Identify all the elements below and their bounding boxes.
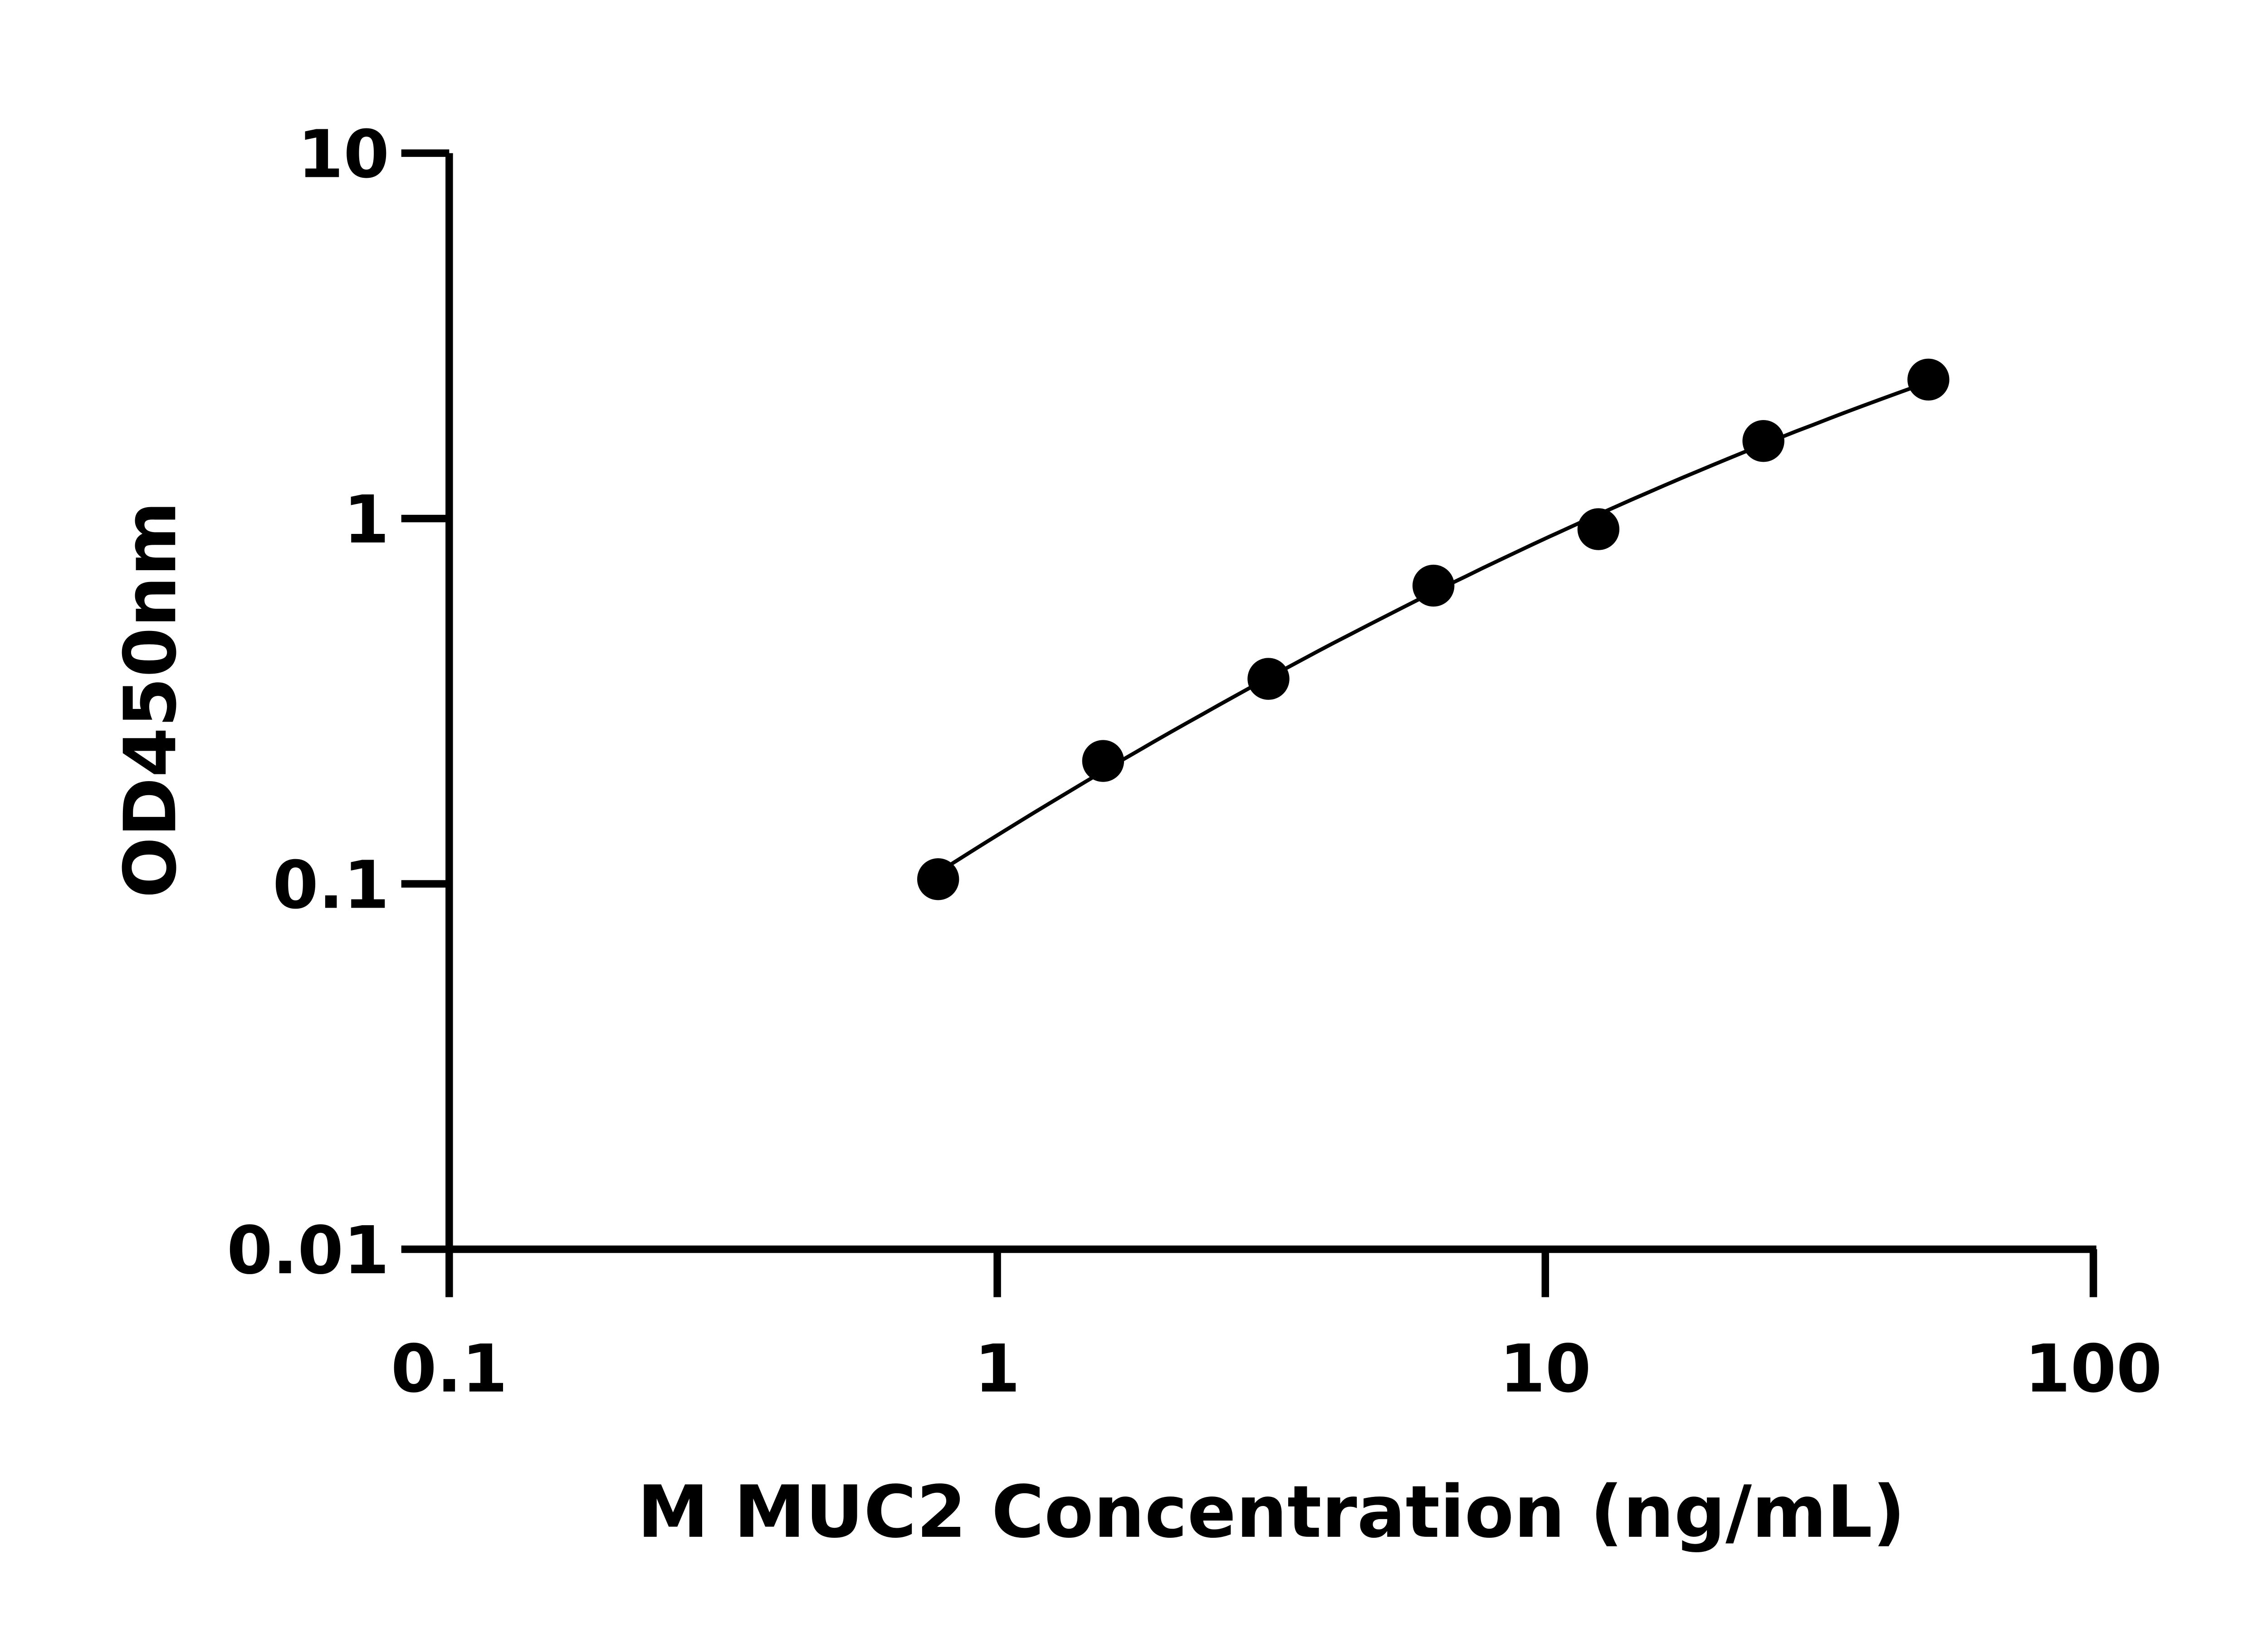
data-point: [1742, 420, 1784, 462]
y-axis-label: OD450nm: [109, 501, 192, 898]
axes: [401, 149, 2097, 1297]
data-point: [1412, 564, 1455, 607]
x-tick-label: 10: [1500, 1331, 1591, 1408]
data-points: [917, 358, 1950, 900]
y-tick-label: 1: [343, 482, 389, 558]
y-tick-label: 0.01: [227, 1213, 389, 1289]
fit-curve: [937, 380, 1929, 874]
y-tick-label: 0.1: [273, 847, 389, 924]
data-point: [1577, 508, 1620, 550]
data-point: [1082, 740, 1124, 782]
x-tick-label: 100: [2024, 1331, 2162, 1408]
data-point: [917, 858, 959, 900]
x-tick-label: 0.1: [391, 1331, 508, 1408]
data-point: [1907, 358, 1950, 401]
y-tick-label: 10: [298, 116, 389, 193]
x-axis-label: M MUC2 Concentration (ng/mL): [637, 1471, 1905, 1554]
x-tick-label: 1: [974, 1331, 1020, 1408]
data-point: [1247, 658, 1290, 700]
